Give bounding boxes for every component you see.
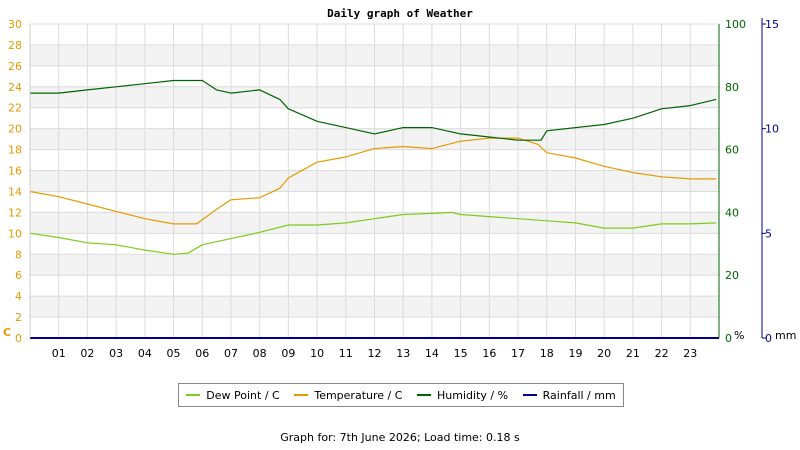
x-tick-label: 20 [597, 347, 611, 360]
tick-labels: 01 02 03 04 05 06 07 08 09 10 11 12 13 14 15 16 17 18 19 20… [3, 18, 796, 360]
x-tick-label: 08 [253, 347, 267, 360]
rainfall-tick-label: 0 [765, 332, 772, 345]
x-tick-label: 09 [281, 347, 295, 360]
left-tick-label: 18 [8, 144, 22, 157]
legend-item-humidity: Humidity / % [417, 389, 508, 402]
left-tick-label: 20 [8, 123, 22, 136]
left-tick-label: 4 [15, 290, 22, 303]
legend-label: Humidity / % [437, 388, 509, 402]
x-tick-label: 23 [683, 347, 697, 360]
rainfall-tick-label: 15 [765, 18, 779, 31]
rainfall-tick-label: 10 [765, 123, 779, 136]
x-tick-label: 22 [655, 347, 669, 360]
legend-item-dew-point: Dew Point / C [186, 388, 280, 402]
left-axis-unit: C [3, 326, 11, 339]
left-tick-label: 8 [15, 248, 22, 261]
legend-swatch [186, 394, 201, 396]
x-tick-label: 05 [167, 347, 181, 360]
left-tick-label: 16 [8, 165, 22, 178]
left-tick-label: 10 [8, 227, 22, 240]
humidity-tick-label: 80 [725, 81, 739, 94]
legend-swatch [417, 394, 432, 396]
legend-item-rainfall: Rainfall / mm [522, 388, 616, 402]
humidity-tick-label: 0 [725, 332, 732, 345]
humidity-tick-label: 100 [725, 18, 746, 31]
rainfall-axis-unit: mm [775, 329, 796, 342]
rainfall-tick-label: 5 [765, 227, 772, 240]
left-tick-label: 22 [8, 102, 22, 115]
legend-label: Dew Point / C [206, 388, 280, 402]
x-tick-label: 14 [425, 347, 439, 360]
legend-item-temperature: Temperature / C [294, 389, 402, 402]
legend-swatch [522, 394, 537, 396]
series-lines [29, 79, 719, 339]
series-line [29, 137, 717, 225]
left-tick-label: 30 [8, 18, 22, 31]
humidity-tick-label: 20 [725, 269, 739, 282]
humidity-line [30, 79, 717, 141]
x-tick-label: 04 [138, 347, 152, 360]
legend-label: Rainfall / mm [542, 388, 616, 402]
x-tick-label: 11 [339, 347, 353, 360]
left-tick-label: 26 [8, 60, 22, 73]
humidity-tick-label: 40 [725, 206, 739, 219]
x-tick-label: 21 [626, 347, 640, 360]
axes [29, 18, 766, 339]
left-tick-label: 28 [8, 39, 22, 52]
x-tick-label: 03 [109, 347, 123, 360]
left-tick-label: 6 [15, 269, 22, 282]
series-line [29, 211, 717, 255]
left-tick-label: 14 [8, 185, 22, 198]
humidity-tick-label: 60 [725, 144, 739, 157]
x-tick-label: 07 [224, 347, 238, 360]
footer-info: Graph for: 7th June 2026; Load time: 0.1… [280, 431, 520, 444]
x-tick-label: 01 [52, 347, 66, 360]
chart-title: Daily graph of Weather [327, 7, 473, 20]
x-tick-label: 18 [540, 347, 554, 360]
x-tick-label: 06 [195, 347, 209, 360]
left-tick-label: 0 [15, 332, 22, 345]
x-tick-label: 19 [568, 347, 582, 360]
x-tick-label: 02 [80, 347, 94, 360]
left-tick-label: 2 [15, 311, 22, 324]
x-tick-label: 17 [511, 347, 525, 360]
x-tick-label: 15 [454, 347, 468, 360]
humidity-axis-unit: % [734, 329, 744, 342]
legend: Dew Point / C Temperature / C Humidity /… [178, 383, 624, 407]
left-tick-label: 24 [8, 81, 22, 94]
x-tick-label: 10 [310, 347, 324, 360]
left-tick-label: 12 [8, 206, 22, 219]
x-tick-label: 16 [482, 347, 496, 360]
x-tick-label: 13 [396, 347, 410, 360]
legend-label: Temperature / C [314, 388, 403, 402]
x-tick-label: 12 [368, 347, 382, 360]
legend-swatch [294, 394, 309, 396]
